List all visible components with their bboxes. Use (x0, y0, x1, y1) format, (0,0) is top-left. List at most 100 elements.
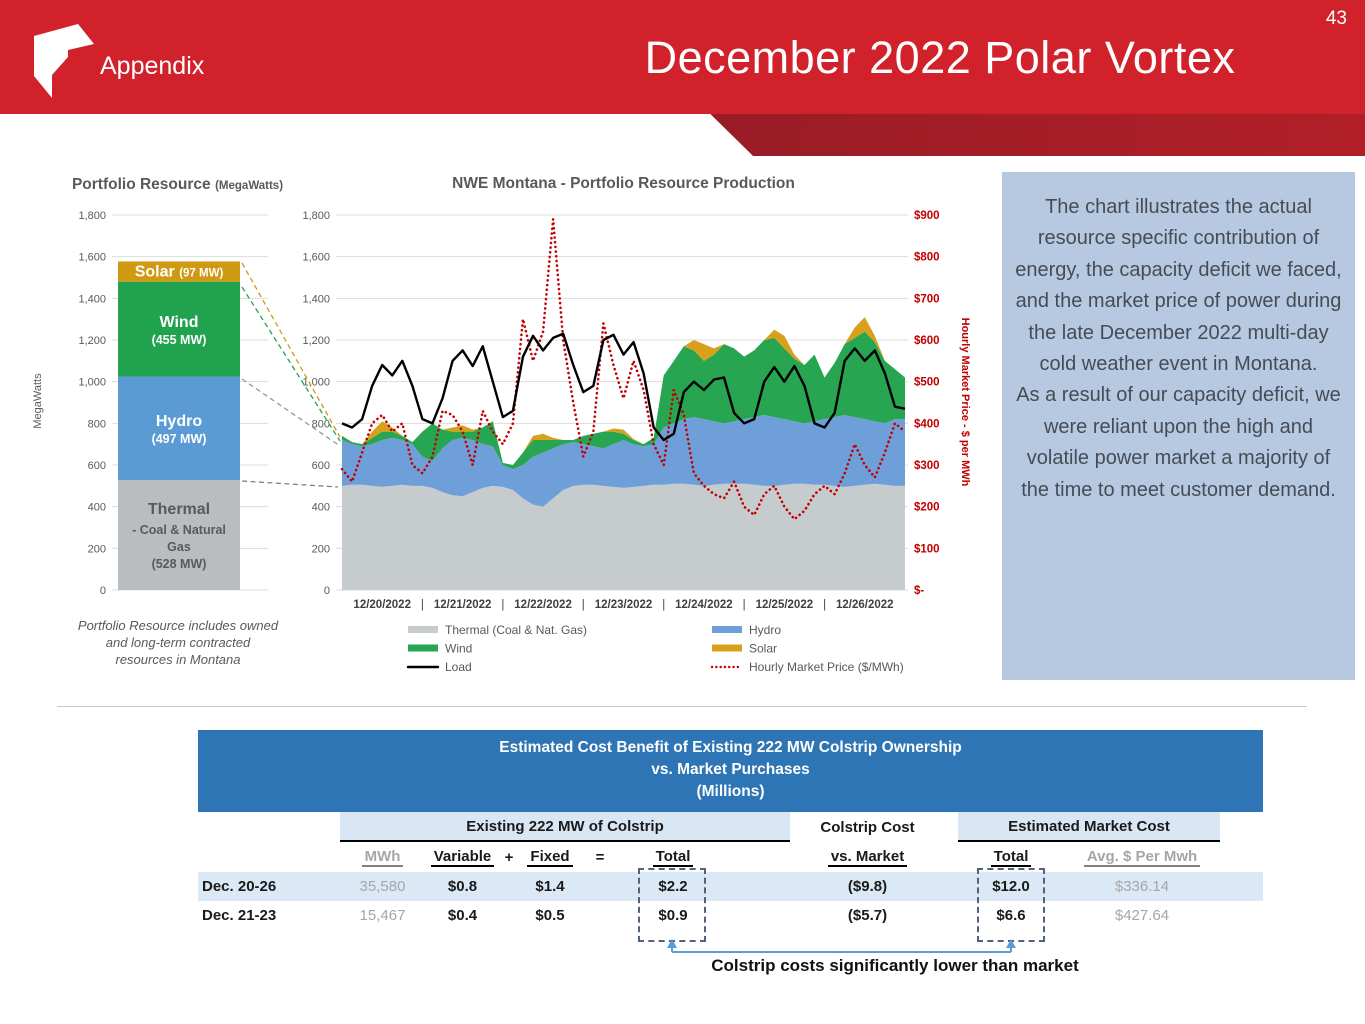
bar-segment-solar (118, 261, 240, 282)
table-title: Estimated Cost Benefit of Existing 222 M… (198, 730, 1263, 812)
company-logo-icon (34, 24, 94, 98)
page-number: 43 (1325, 8, 1347, 29)
svg-text:200: 200 (312, 543, 330, 555)
svg-text:800: 800 (312, 418, 330, 430)
section-divider (57, 706, 1307, 707)
cell-market-total: $6.6 (996, 907, 1026, 924)
svg-text:1,400: 1,400 (302, 293, 330, 305)
svg-text:$900: $900 (914, 210, 940, 222)
svg-text:200: 200 (88, 543, 106, 555)
bar-chart-title-unit: (MegaWatts) (215, 180, 284, 192)
svg-text:(528 MW): (528 MW) (152, 557, 207, 571)
svg-text:12/25/2022: 12/25/2022 (756, 599, 814, 611)
connector-line (241, 378, 341, 447)
col-header-equals: = (595, 848, 605, 866)
svg-text:600: 600 (312, 460, 330, 472)
svg-text:1,600: 1,600 (302, 252, 330, 264)
note-box: The chart illustrates the actual resourc… (1002, 172, 1355, 680)
cell-variable: $0.4 (447, 907, 478, 924)
ribbon-accent (710, 114, 1365, 156)
bar-segment-hydro (118, 376, 240, 480)
header-banner: Appendix December 2022 Polar Vortex 43 (0, 0, 1365, 114)
right-axis-label: Hourly Market Price - $ per MWh (959, 318, 971, 487)
svg-text:Hydro: Hydro (749, 623, 781, 637)
table-row: Dec. 21-23 15,467 $0.4 $0.5 $0.9 ($5.7) … (198, 901, 1263, 930)
group-header-colstrip-cost: Colstrip Cost (820, 818, 915, 836)
cell-vs-market: ($5.7) (847, 907, 888, 924)
note-paragraph-1: The chart illustrates the actual resourc… (1015, 196, 1342, 376)
svg-text:Wind: Wind (160, 314, 199, 331)
highlight-box-colstrip-total (638, 868, 706, 942)
svg-text:12/21/2022: 12/21/2022 (434, 599, 492, 611)
cell-mwh: 35,580 (359, 878, 406, 895)
svg-text:Hourly Market Price ($/MWh): Hourly Market Price ($/MWh) (749, 660, 904, 674)
bar-chart-title-text: Portfolio Resource (71, 176, 211, 193)
svg-text:$400: $400 (914, 418, 940, 430)
cell-total: $2.2 (658, 878, 688, 895)
svg-text:12/23/2022: 12/23/2022 (595, 599, 653, 611)
svg-text:12/22/2022: 12/22/2022 (514, 599, 572, 611)
svg-text:1,200: 1,200 (302, 335, 330, 347)
svg-text:12/24/2022: 12/24/2022 (675, 599, 733, 611)
svg-text:1,000: 1,000 (302, 377, 330, 389)
svg-text:$-: $- (914, 585, 924, 597)
svg-text:$300: $300 (914, 460, 940, 472)
table-group-header-row: Existing 222 MW of Colstrip Colstrip Cos… (198, 812, 1263, 842)
area-series-hydro (342, 415, 905, 507)
cell-avg: $427.64 (1114, 907, 1170, 924)
svg-text:0: 0 (324, 585, 330, 597)
bar-segment-thermal (118, 480, 240, 590)
bar-chart-title: Portfolio Resource (MegaWatts) (55, 176, 300, 194)
svg-text:1,800: 1,800 (302, 210, 330, 222)
cell-vs-market: ($9.8) (847, 878, 888, 895)
bar-chart-footnote: Portfolio Resource includes owned and lo… (77, 618, 279, 667)
cost-benefit-table: Estimated Cost Benefit of Existing 222 M… (198, 730, 1263, 930)
svg-text:$100: $100 (914, 543, 940, 555)
market-price-line (340, 219, 907, 522)
section-label: Appendix (100, 52, 205, 80)
svg-text:|: | (582, 599, 585, 611)
annotation-arrows-icon (667, 939, 1016, 953)
row-label: Dec. 21-23 (202, 907, 277, 924)
svg-text:Thermal (Coal & Nat. Gas): Thermal (Coal & Nat. Gas) (445, 623, 587, 637)
svg-text:1,000: 1,000 (78, 377, 106, 389)
svg-text:12/20/2022: 12/20/2022 (353, 599, 411, 611)
col-header-total: Total (618, 842, 728, 872)
svg-text:1,800: 1,800 (78, 210, 106, 222)
svg-text:400: 400 (312, 502, 330, 514)
col-header-market-total: Total (958, 842, 1064, 872)
svg-text:$600: $600 (914, 335, 940, 347)
svg-text:- Coal & Natural: - Coal & Natural (132, 523, 226, 537)
svg-text:Solar: Solar (749, 642, 777, 656)
svg-text:|: | (823, 599, 826, 611)
connector-line (241, 286, 341, 442)
svg-text:Solar (97 MW): Solar (97 MW) (135, 264, 224, 281)
cell-fixed: $1.4 (535, 878, 565, 895)
svg-text:12/26/2022: 12/26/2022 (836, 599, 894, 611)
svg-text:800: 800 (88, 418, 106, 430)
area-series-wind (342, 331, 905, 470)
load-line (341, 332, 906, 442)
svg-text:$700: $700 (914, 293, 940, 305)
table-row: Dec. 20-26 35,580 $0.8 $1.4 $2.2 ($9.8) … (198, 872, 1263, 901)
connector-line (241, 262, 341, 438)
svg-text:Gas: Gas (167, 540, 191, 554)
note-paragraph-2: As a result of our capacity deficit, we … (1016, 384, 1341, 501)
col-header-mwh: MWh (340, 842, 425, 872)
group-header-market: Estimated Market Cost (958, 812, 1220, 842)
cell-total: $0.9 (658, 907, 688, 924)
svg-text:$200: $200 (914, 502, 940, 514)
row-label: Dec. 20-26 (202, 878, 277, 895)
svg-text:(497 MW): (497 MW) (152, 432, 207, 446)
charts-canvas: 0 200 400 600 800 1,000 1,200 1,400 1,600 1,800 Th… (78, 175, 971, 674)
table-column-header-row: MWh Variable + Fixed = Total vs. Market … (198, 842, 1263, 872)
cell-mwh: 15,467 (359, 907, 406, 924)
svg-text:Hydro: Hydro (156, 413, 202, 430)
svg-text:1,400: 1,400 (78, 293, 106, 305)
svg-text:0: 0 (100, 585, 106, 597)
page-title: December 2022 Polar Vortex (644, 32, 1236, 83)
svg-text:|: | (743, 599, 746, 611)
cell-fixed: $0.5 (535, 907, 565, 924)
svg-text:1,200: 1,200 (78, 335, 106, 347)
